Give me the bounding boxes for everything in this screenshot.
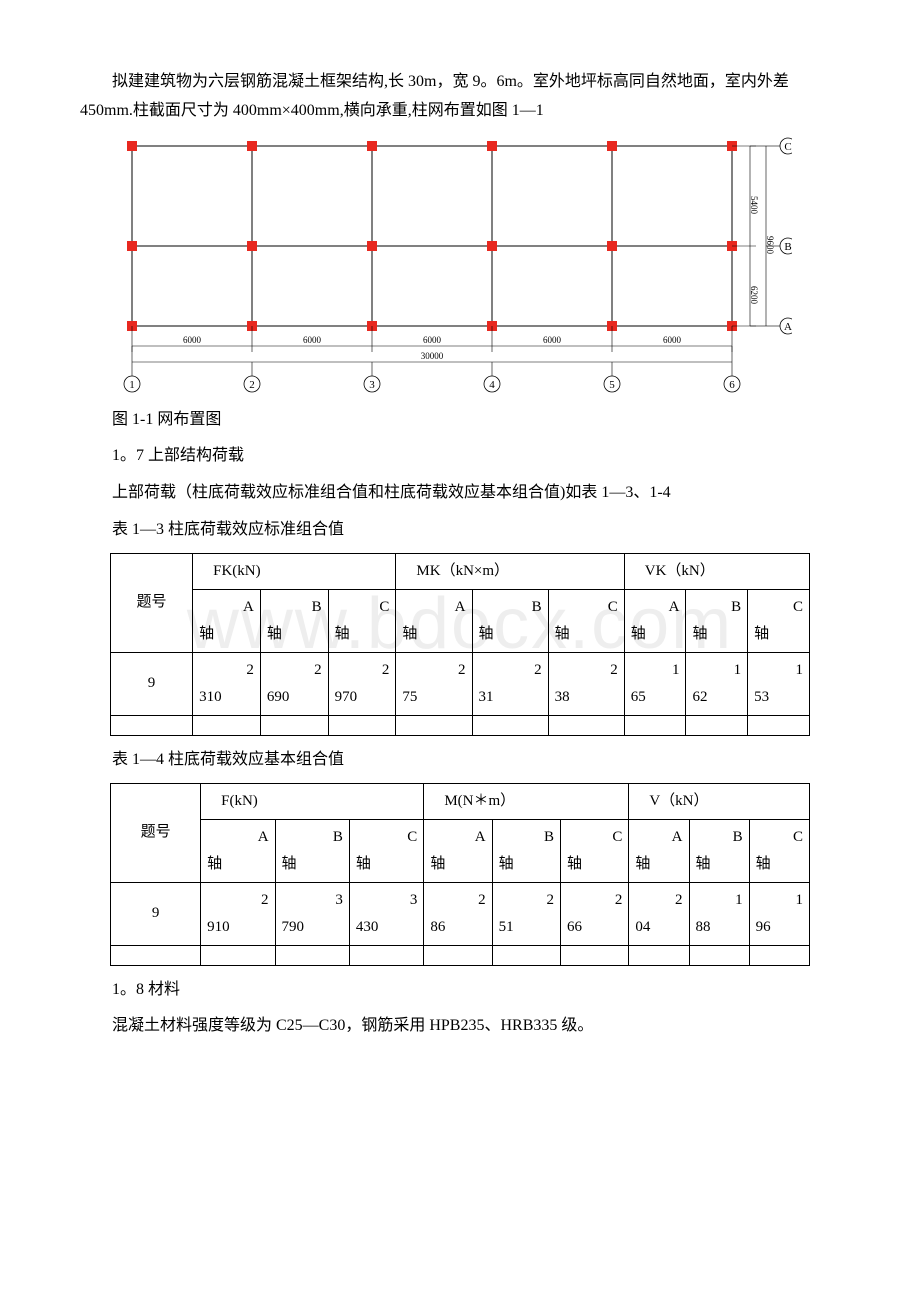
svg-text:6200: 6200 xyxy=(749,286,759,305)
table-subheader: C轴 xyxy=(548,589,624,652)
svg-text:5400: 5400 xyxy=(749,196,759,215)
table2-rowheader: 题号 xyxy=(111,783,201,882)
table1-caption: 表 1—3 柱底荷载效应标准组合值 xyxy=(112,516,840,545)
svg-text:C: C xyxy=(784,141,791,153)
table2-group-m: M(N＊m） xyxy=(424,783,629,819)
table1-group-fk: FK(kN) xyxy=(193,553,396,589)
table-subheader: B轴 xyxy=(275,819,349,882)
svg-text:9600: 9600 xyxy=(765,236,775,255)
table-cell: 286 xyxy=(424,882,492,945)
table-subheader: B轴 xyxy=(472,589,548,652)
table-cell: 2690 xyxy=(260,652,328,715)
table-subheader: C轴 xyxy=(328,589,396,652)
column-grid-diagram: 6000 6000 6000 6000 6000 30000 1 2 3 4 5 6 5400 6200 9… xyxy=(112,136,792,396)
table-cell: 165 xyxy=(624,652,686,715)
svg-text:6000: 6000 xyxy=(423,335,442,345)
table-subheader: A轴 xyxy=(193,589,261,652)
svg-text:4: 4 xyxy=(489,379,495,391)
intro-paragraph: 拟建建筑物为六层钢筋混凝土框架结构,长 30m，宽 9。6m。室外地坪标高同自然… xyxy=(80,68,840,126)
table-subheader: A轴 xyxy=(396,589,472,652)
table-cell: 3790 xyxy=(275,882,349,945)
table-subheader: B轴 xyxy=(492,819,560,882)
table2-group-v: V（kN） xyxy=(629,783,810,819)
table-cell: 2970 xyxy=(328,652,396,715)
section-1-8-title: 1。8 材料 xyxy=(112,976,840,1005)
table-subheader: A轴 xyxy=(201,819,275,882)
table-row-label: 9 xyxy=(111,652,193,715)
table-subheader: C轴 xyxy=(748,589,810,652)
table-1-4: 题号 F(kN) M(N＊m） V（kN） A轴B轴C轴A轴B轴C轴A轴B轴C轴… xyxy=(110,783,810,966)
table-cell: 2910 xyxy=(201,882,275,945)
svg-text:3: 3 xyxy=(369,379,375,391)
table-subheader: B轴 xyxy=(260,589,328,652)
table2-caption: 表 1—4 柱底荷载效应基本组合值 xyxy=(112,746,840,775)
table-cell: 188 xyxy=(689,882,749,945)
svg-text:6000: 6000 xyxy=(663,335,682,345)
table-cell: 196 xyxy=(749,882,809,945)
table-row-label: 9 xyxy=(111,882,201,945)
table-cell: 275 xyxy=(396,652,472,715)
table-subheader: B轴 xyxy=(686,589,748,652)
table-cell: 238 xyxy=(548,652,624,715)
table-cell: 266 xyxy=(560,882,628,945)
table-subheader: A轴 xyxy=(629,819,689,882)
table1-group-mk: MK（kN×m） xyxy=(396,553,624,589)
table-cell: 231 xyxy=(472,652,548,715)
section-1-7-body: 上部荷载（柱底荷载效应标准组合值和柱底荷载效应基本组合值)如表 1—3、1-4 xyxy=(112,479,840,508)
svg-text:5: 5 xyxy=(609,379,615,391)
table-cell: 3430 xyxy=(349,882,423,945)
svg-text:B: B xyxy=(784,241,791,253)
svg-text:2: 2 xyxy=(249,379,255,391)
svg-text:6000: 6000 xyxy=(183,335,202,345)
table-subheader: A轴 xyxy=(424,819,492,882)
table1-group-vk: VK（kN） xyxy=(624,553,809,589)
svg-text:1: 1 xyxy=(129,379,135,391)
table-subheader: A轴 xyxy=(624,589,686,652)
svg-text:6000: 6000 xyxy=(543,335,562,345)
section-1-8-body: 混凝土材料强度等级为 C25—C30，钢筋采用 HPB235、HRB335 级。 xyxy=(112,1012,840,1041)
table-subheader: C轴 xyxy=(560,819,628,882)
table-cell: 153 xyxy=(748,652,810,715)
figure-caption: 图 1-1 网布置图 xyxy=(112,406,840,435)
table-1-3: 题号 FK(kN) MK（kN×m） VK（kN） A轴B轴C轴A轴B轴C轴A轴… xyxy=(110,553,810,736)
table-cell: 204 xyxy=(629,882,689,945)
table2-group-f: F(kN) xyxy=(201,783,424,819)
table-subheader: C轴 xyxy=(349,819,423,882)
svg-text:6000: 6000 xyxy=(303,335,322,345)
table-subheader: C轴 xyxy=(749,819,809,882)
svg-text:A: A xyxy=(784,321,792,333)
table-cell: 162 xyxy=(686,652,748,715)
table-cell: 251 xyxy=(492,882,560,945)
table-cell: 2310 xyxy=(193,652,261,715)
svg-text:6: 6 xyxy=(729,379,735,391)
table1-rowheader: 题号 xyxy=(111,553,193,652)
section-1-7-title: 1。7 上部结构荷载 xyxy=(112,442,840,471)
svg-text:30000: 30000 xyxy=(421,351,444,361)
table-subheader: B轴 xyxy=(689,819,749,882)
